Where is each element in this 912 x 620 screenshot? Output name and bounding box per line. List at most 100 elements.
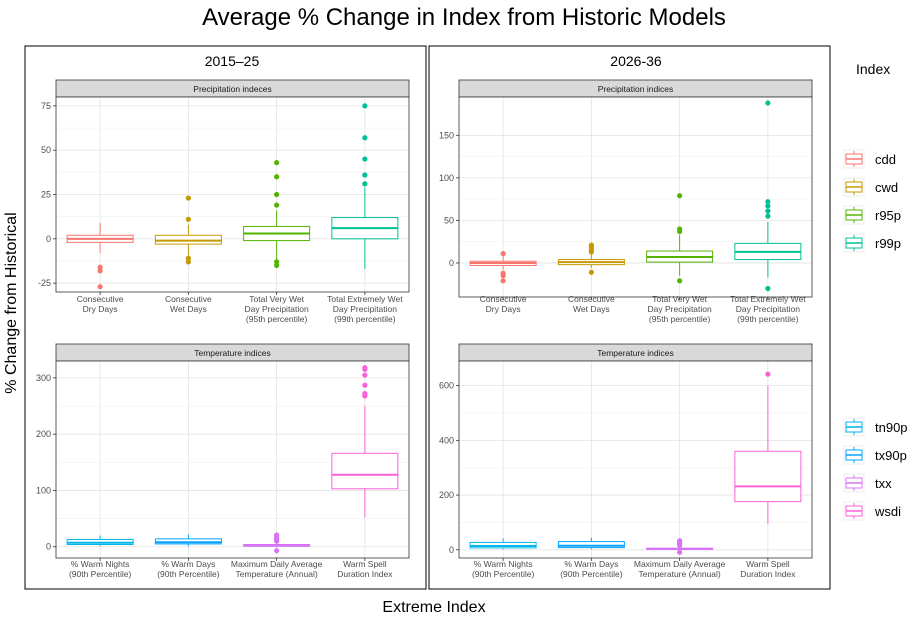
plot-frame [55, 360, 410, 559]
outlier-point [274, 202, 280, 208]
legend-item-r95p: r95p [843, 205, 901, 225]
outlier-point [765, 100, 771, 106]
category-label: % Warm Days (90th Percentile) [560, 559, 623, 579]
outlier-point [677, 226, 683, 232]
outlier-point [97, 284, 103, 290]
category-label-line: (90th Percentile) [472, 569, 535, 579]
y-axis-label: % Change from Historical [3, 212, 20, 393]
outlier-point [362, 103, 368, 109]
category-label: Total Extremely Wet Day Precipitation (99t… [327, 294, 403, 324]
outlier-point [500, 278, 506, 284]
y-tick-label: -25 [38, 278, 51, 288]
category-label-line: % Warm Days [161, 559, 215, 569]
category-label-line: (90th Percentile) [157, 569, 220, 579]
legend-item-cwd: cwd [843, 177, 898, 197]
legend-label-cdd: cdd [875, 152, 896, 167]
outlier-point [274, 159, 280, 166]
category-label: Maximum Daily Average Temperature (Annual… [634, 559, 726, 579]
legend-item-txx: txx [843, 473, 892, 493]
box-tn90p [66, 535, 134, 547]
y-tick-label: 100 [439, 173, 454, 183]
category-label-line: Consecutive [165, 294, 212, 304]
outlier-point [765, 203, 771, 209]
outlier-point [677, 549, 683, 555]
y-tick-label: 75 [41, 101, 51, 111]
x-axis-label: Extreme Index [382, 599, 485, 616]
category-label: Warm Spell Duration Index [740, 559, 796, 579]
y-tick-label: 0 [449, 545, 454, 555]
outer-panel-frame [428, 45, 831, 590]
legend-item-wsdi: wsdi [843, 501, 901, 521]
box-tx90p [557, 537, 625, 550]
outlier-point [765, 371, 771, 377]
category-label-line: (90th Percentile) [69, 569, 132, 579]
y-tick-label: 200 [36, 429, 51, 439]
outer-panel-frame [24, 45, 427, 590]
category-label: Consecutive Dry Days [77, 294, 124, 314]
outlier-point [362, 372, 368, 378]
category-label: Consecutive Wet Days [568, 294, 615, 314]
outlier-point [362, 156, 368, 162]
box-iqr [557, 541, 625, 549]
category-label-line: Day Precipitation [647, 304, 712, 314]
category-label-line: Total Very Wet [652, 294, 707, 304]
category-label-line: Wet Days [573, 304, 610, 314]
category-label-line: Day Precipitation [244, 304, 309, 314]
outlier-point [274, 548, 280, 554]
category-label-line: (95th percentile) [246, 314, 308, 324]
category-label-line: % Warm Nights [71, 559, 130, 569]
outlier-point [677, 193, 683, 199]
plot-area [459, 97, 812, 297]
legend-label-txx: txx [875, 476, 892, 491]
box-tn90p [469, 538, 537, 550]
legend-item-tn90p: tn90p [843, 417, 908, 437]
category-label: Total Very Wet Day Precipitation (95th per… [244, 294, 309, 324]
outlier-point [362, 181, 368, 187]
box-cwd [154, 195, 222, 265]
outlier-point [588, 269, 594, 275]
outlier-point [362, 382, 368, 388]
category-label-line: (99th percentile) [334, 314, 396, 324]
outlier-point [677, 278, 683, 284]
y-tick-label: 0 [46, 542, 51, 552]
outlier-point [362, 365, 368, 371]
box-tx90p [154, 534, 222, 547]
outlier-point [274, 262, 280, 269]
y-tick-label: 300 [36, 373, 51, 383]
outlier-point [500, 250, 506, 257]
outlier-point [185, 216, 191, 222]
strip-label: Precipitation indeces [193, 84, 271, 94]
category-label: Consecutive Wet Days [165, 294, 212, 314]
y-tick-label: 400 [439, 435, 454, 445]
y-tick-label: 600 [439, 381, 454, 391]
category-label: % Warm Nights (90th Percentile) [472, 559, 535, 579]
outlier-point [362, 135, 368, 141]
outlier-point [588, 242, 594, 248]
category-label-line: Total Very Wet [249, 294, 304, 304]
category-label: Total Very Wet Day Precipitation (95th per… [647, 294, 712, 324]
box-txx [646, 538, 714, 555]
period-title-2015-25: 2015–25 [205, 53, 260, 69]
legend-item-cdd: cdd [843, 149, 896, 169]
category-label-line: Dry Days [486, 304, 521, 314]
outlier-point [765, 213, 771, 219]
category-label-line: (95th percentile) [649, 314, 711, 324]
box-r99p [734, 100, 802, 292]
y-tick-label: 200 [439, 490, 454, 500]
category-label-line: (99th percentile) [737, 314, 799, 324]
box-iqr [331, 452, 399, 490]
legend-item-r99p: r99p [843, 233, 901, 253]
outlier-point [765, 285, 771, 292]
category-label-line: Temperature (Annual) [639, 569, 721, 579]
box-cdd [469, 250, 537, 284]
category-label-line: Day Precipitation [736, 304, 801, 314]
category-label-line: Maximum Daily Average [231, 559, 323, 569]
outlier-point [362, 391, 368, 397]
y-tick-label: 25 [41, 190, 51, 200]
category-label: % Warm Days (90th Percentile) [157, 559, 220, 579]
strip-label: Temperature indices [194, 348, 271, 358]
outlier-point [677, 538, 683, 544]
category-label: Consecutive Dry Days [480, 294, 527, 314]
box-r99p [331, 103, 399, 269]
